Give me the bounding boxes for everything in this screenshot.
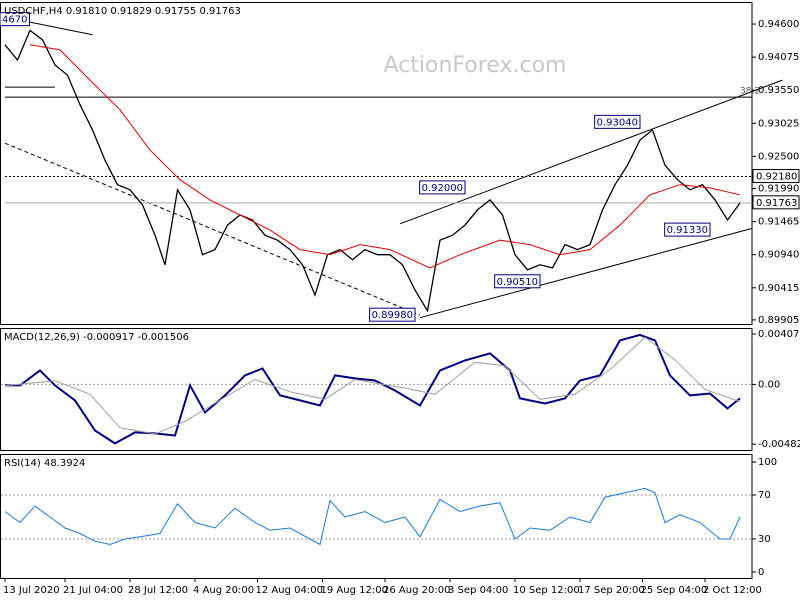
price-mark-label: 0.91763 xyxy=(756,198,797,209)
price-mark-box xyxy=(752,195,800,210)
price-label: 0.91330 xyxy=(667,225,708,236)
y-tick-label: 70 xyxy=(758,490,771,501)
y-tick-label: 30 xyxy=(758,534,771,545)
series-line xyxy=(5,333,741,445)
price-label-box xyxy=(419,180,466,195)
price-label-box xyxy=(369,307,416,322)
panel-frame xyxy=(0,454,753,579)
x-tick-label: 13 Jul 2020 xyxy=(3,585,60,596)
trend-line xyxy=(399,79,783,225)
price-label: 4670 xyxy=(2,15,27,26)
series-line xyxy=(4,29,741,313)
panel-title: RSI(14) 48.3924 xyxy=(4,458,85,469)
x-tick-label: 21 Jul 04:00 xyxy=(63,585,123,596)
price-label: 0.92000 xyxy=(422,183,463,194)
price-label-box xyxy=(594,114,641,129)
y-tick-label: 0.91465 xyxy=(758,217,799,228)
y-tick-label: 0 xyxy=(758,567,764,578)
x-tick-label: 19 Aug 12:00 xyxy=(321,585,388,596)
x-tick-label: 10 Sep 12:00 xyxy=(513,585,580,596)
x-tick-label: 12 Aug 04:00 xyxy=(256,585,323,596)
y-tick-label: 0.004071 xyxy=(758,329,800,340)
trend-line xyxy=(4,142,421,316)
price-label-box xyxy=(664,222,711,237)
y-tick-label: 0.89905 xyxy=(758,315,799,326)
series-line xyxy=(4,487,741,546)
y-tick-label: 0.93025 xyxy=(758,118,799,129)
price-label-box xyxy=(494,274,541,289)
x-tick-label: 2 Oct 12:00 xyxy=(703,585,762,596)
y-tick-label: 0.92500 xyxy=(758,151,799,162)
x-tick-label: 17 Sep 20:00 xyxy=(578,585,645,596)
price-label: 0.93040 xyxy=(597,117,638,128)
y-tick-label: 0.90940 xyxy=(758,250,799,261)
y-tick-label: -0.004829 xyxy=(758,439,800,450)
x-tick-label: 26 Aug 20:00 xyxy=(383,585,450,596)
price-label-box xyxy=(0,12,30,27)
y-tick-label: 0.93550 xyxy=(758,85,799,96)
x-tick-label: 4 Aug 20:00 xyxy=(193,585,254,596)
y-tick-label: 0.94075 xyxy=(758,52,799,63)
y-tick-label: 0.91990 xyxy=(758,184,799,195)
x-tick-label: 28 Jul 12:00 xyxy=(128,585,188,596)
y-tick-label: 0.94600 xyxy=(758,19,799,30)
panel-title: MACD(12,26,9) -0.000917 -0.001506 xyxy=(4,332,189,343)
y-tick-label: 100 xyxy=(758,457,777,468)
series-line xyxy=(4,336,741,435)
x-tick-label: 3 Sep 04:00 xyxy=(448,585,508,596)
price-mark-box xyxy=(752,169,800,184)
price-label: 0.90510 xyxy=(497,277,538,288)
fib-label: 38.2 xyxy=(740,87,760,97)
panel-frame xyxy=(0,328,753,451)
y-tick-label: 0.00 xyxy=(758,379,780,390)
x-tick-label: 25 Sep 04:00 xyxy=(641,585,708,596)
y-tick-label: 0.90415 xyxy=(758,283,799,294)
price-label: 0.89980 xyxy=(372,310,413,321)
panel-frame xyxy=(0,2,753,325)
watermark: ActionForex.com xyxy=(384,53,567,78)
trend-line xyxy=(419,227,753,319)
series-line xyxy=(29,44,741,269)
price-mark-label: 0.92180 xyxy=(756,172,797,183)
panel-title: USDCHF,H4 0.91810 0.91829 0.91755 0.9176… xyxy=(4,6,241,17)
